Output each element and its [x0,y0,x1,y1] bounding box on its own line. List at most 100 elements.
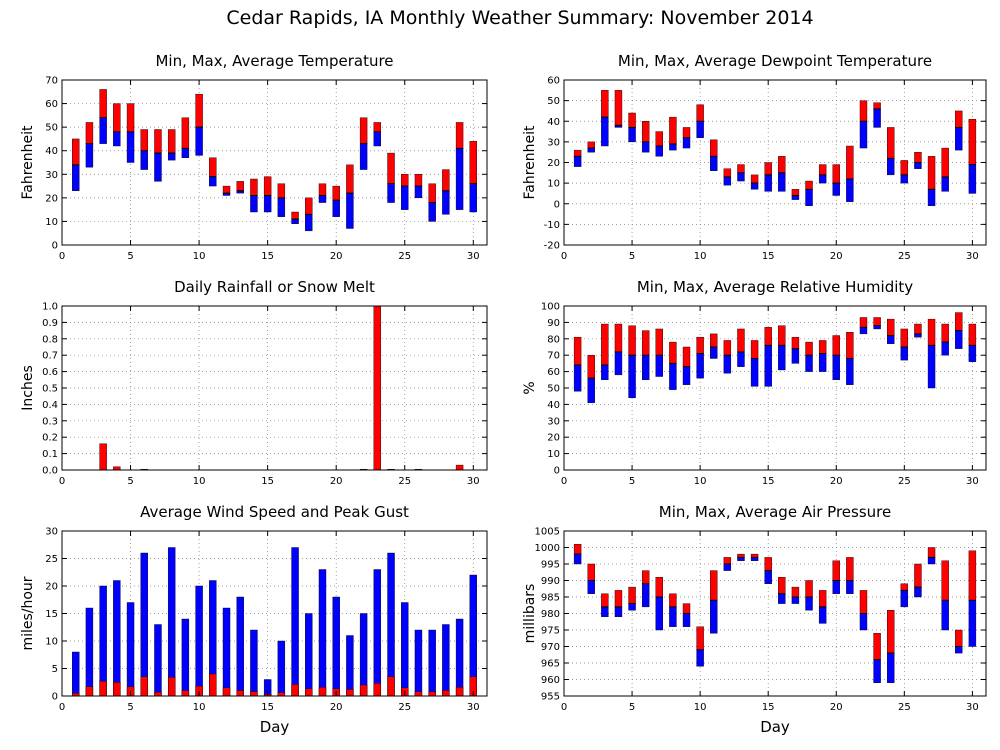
bar-max-segment [832,164,840,184]
bar-gust [167,547,176,697]
bar-gust [359,613,368,697]
bar-gust [401,602,409,697]
x-tick-label: 15 [762,702,775,713]
bar-max-segment [968,118,977,165]
bar-min-segment [710,346,718,359]
bar-precip [455,464,464,471]
bar-max-segment [682,346,691,367]
x-tick-label: 30 [966,476,979,487]
bar-max-segment [587,563,595,581]
bar-max-segment [414,174,423,187]
y-tick-label: 965 [541,659,560,670]
bar-gust [181,618,190,697]
x-tick-label: 25 [898,476,911,487]
x-tick-label: 30 [966,251,979,262]
x-tick-label: 20 [830,702,843,713]
y-axis-label: miles/hour [20,576,36,650]
y-tick-label: 40 [45,146,58,157]
bar-min-segment [859,327,868,335]
bar-max-segment [887,127,895,159]
y-tick-label: 1005 [535,527,560,538]
bar-min-segment [414,185,423,199]
y-tick-label: 50 [547,96,560,107]
y-tick-label: 100 [541,302,560,313]
y-tick-label: 30 [45,527,58,538]
bar-min-segment [927,189,936,207]
bar-min-segment [682,137,691,149]
bar-min-segment [601,606,609,618]
chart-panels: Min, Max, Average Temperature01020304050… [20,52,987,736]
x-tick-label: 10 [193,702,206,713]
bar-gust [346,635,354,697]
bar-max-segment [914,563,922,588]
y-tick-label: 80 [547,334,560,345]
y-tick-label: 0 [52,241,58,252]
bar-max-segment [428,183,436,203]
bar-min-segment [614,351,623,376]
y-tick-label: 60 [547,76,560,87]
y-tick-label: -10 [544,220,560,231]
bar-min-segment [778,345,786,371]
x-tick-label: 0 [59,476,65,487]
bar-min-segment [955,646,963,654]
bar-min-segment [968,164,977,194]
bar-avg-wind [428,691,436,697]
bar-max-segment [181,117,190,149]
bar-min-segment [99,117,107,144]
y-axis-label: Fahrenheit [522,125,538,200]
bar-max-segment [778,156,786,174]
bar-min-segment [669,143,677,151]
bar-max-segment [469,141,477,184]
y-tick-label: 70 [45,76,58,87]
bar-max-segment [805,341,813,356]
x-tick-label: 5 [629,702,635,713]
bar-min-segment [887,158,895,176]
bar-min-segment [696,121,704,138]
plot-frame [563,530,987,697]
bar-max-segment [154,129,162,154]
bar-max-segment [696,626,704,651]
x-tick-label: 20 [330,702,343,713]
bar-min-segment [696,353,704,379]
bar-min-segment [805,596,813,611]
bar-max-segment [914,323,922,335]
y-tick-label: 0.7 [42,351,58,362]
bar-max-segment [263,176,272,196]
bar-precip [373,305,382,471]
bar-gust [126,602,135,697]
bar-max-segment [669,593,677,608]
bar-min-segment [710,600,718,634]
bar-max-segment [873,633,881,660]
page-title: Cedar Rapids, IA Monthly Weather Summary… [226,7,813,29]
bar-min-segment [455,148,464,210]
bar-avg-wind [291,684,299,697]
bar-max-segment [277,183,286,199]
bar-max-segment [655,328,663,356]
bar-min-segment [750,358,759,387]
x-tick-label: 25 [398,476,411,487]
bar-min-segment [696,649,704,667]
x-tick-label: 25 [898,702,911,713]
bar-min-segment [601,364,609,381]
bar-max-segment [764,327,772,346]
bar-min-segment [723,355,732,374]
bar-min-segment [941,341,949,356]
bar-min-segment [126,131,135,163]
bar-max-segment [750,340,759,359]
bar-max-segment [791,586,800,598]
bar-avg-wind [359,684,368,697]
bar-min-segment [791,596,800,604]
bar-max-segment [455,122,464,149]
bar-avg-wind [373,683,382,697]
bar-min-segment [846,358,854,385]
chart-temp: Min, Max, Average Temperature01020304050… [20,52,488,262]
y-tick-label: 0 [52,692,58,703]
bar-max-segment [941,147,949,178]
bar-min-segment [805,189,813,207]
bar-max-segment [669,341,677,364]
bar-max-segment [737,328,745,353]
y-tick-label: 20 [45,582,58,593]
bar-min-segment [305,214,313,232]
bar-max-segment [682,127,691,138]
